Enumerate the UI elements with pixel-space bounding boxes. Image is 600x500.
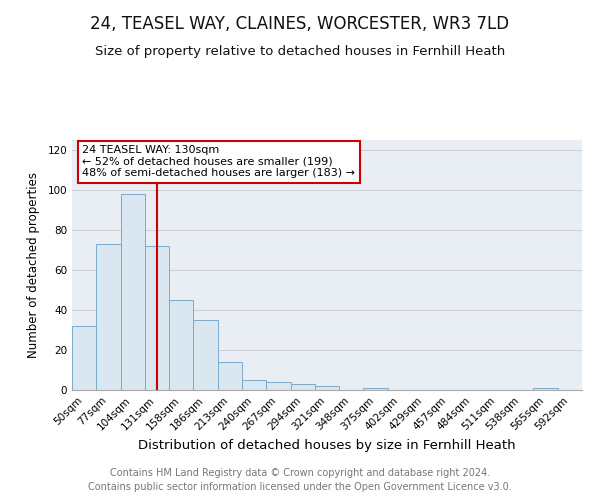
Text: 24 TEASEL WAY: 130sqm
← 52% of detached houses are smaller (199)
48% of semi-det: 24 TEASEL WAY: 130sqm ← 52% of detached … <box>82 145 355 178</box>
Bar <box>290 384 315 390</box>
Bar <box>169 300 193 390</box>
Bar <box>145 246 169 390</box>
Text: Contains public sector information licensed under the Open Government Licence v3: Contains public sector information licen… <box>88 482 512 492</box>
Text: Contains HM Land Registry data © Crown copyright and database right 2024.: Contains HM Land Registry data © Crown c… <box>110 468 490 477</box>
Text: 24, TEASEL WAY, CLAINES, WORCESTER, WR3 7LD: 24, TEASEL WAY, CLAINES, WORCESTER, WR3 … <box>91 15 509 33</box>
Bar <box>266 382 290 390</box>
Bar <box>315 386 339 390</box>
Y-axis label: Number of detached properties: Number of detached properties <box>28 172 40 358</box>
Bar <box>364 388 388 390</box>
Bar <box>218 362 242 390</box>
X-axis label: Distribution of detached houses by size in Fernhill Heath: Distribution of detached houses by size … <box>138 438 516 452</box>
Bar <box>96 244 121 390</box>
Bar <box>72 326 96 390</box>
Bar <box>193 320 218 390</box>
Text: Size of property relative to detached houses in Fernhill Heath: Size of property relative to detached ho… <box>95 45 505 58</box>
Bar <box>242 380 266 390</box>
Bar <box>121 194 145 390</box>
Bar <box>533 388 558 390</box>
